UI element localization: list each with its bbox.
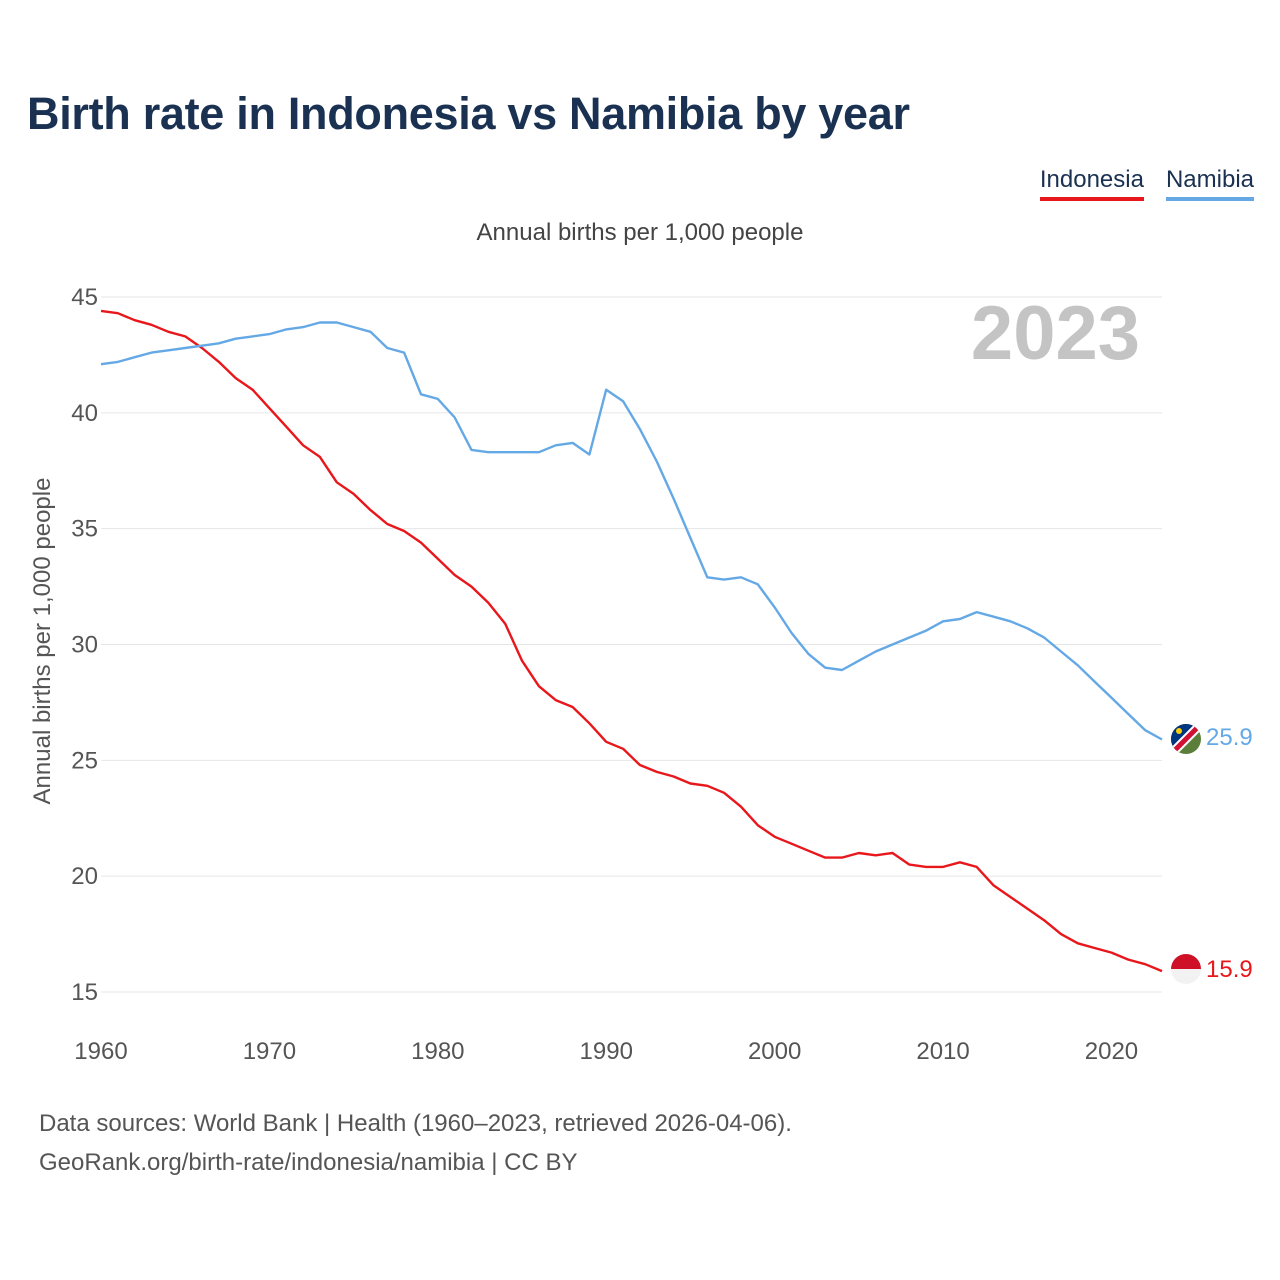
x-tick-label: 1980 <box>411 1038 464 1065</box>
x-tick-label: 2000 <box>748 1038 801 1065</box>
y-tick-label: 35 <box>71 516 98 543</box>
chart-subtitle: Annual births per 1,000 people <box>477 219 804 246</box>
y-tick-label: 40 <box>71 400 98 427</box>
footer: Data sources: World Bank | Health (1960–… <box>39 1104 792 1182</box>
grid-lines <box>101 296 1162 993</box>
series-line-indonesia <box>100 309 1163 973</box>
legend-item-indonesia[interactable]: Indonesia <box>1039 166 1144 201</box>
series-line-namibia <box>100 321 1163 741</box>
legend: Indonesia Namibia <box>1039 166 1254 201</box>
y-tick-label: 25 <box>71 747 98 774</box>
y-axis-ticks: 15 20 25 30 35 40 45 <box>71 284 98 1006</box>
y-tick-label: 45 <box>71 284 98 311</box>
footer-link[interactable]: GeoRank.org/birth-rate/indonesia/namibia… <box>39 1149 578 1176</box>
end-value-indonesia: 15.9 <box>1206 956 1253 983</box>
footer-sources: Data sources: World Bank | Health (1960–… <box>39 1110 792 1137</box>
x-axis-ticks: 1960 1970 1980 1990 2000 2010 2020 <box>74 1038 1138 1065</box>
indonesia-flag-icon <box>1171 954 1201 984</box>
legend-item-namibia[interactable]: Namibia <box>1165 166 1254 201</box>
line-chart: Annual births per 1,000 people Annual bi… <box>29 219 1253 1065</box>
x-tick-label: 1970 <box>243 1038 296 1065</box>
x-tick-label: 2010 <box>916 1038 969 1065</box>
y-axis-label: Annual births per 1,000 people <box>29 478 56 805</box>
chart-title: Birth rate in Indonesia vs Namibia by ye… <box>27 88 910 139</box>
x-tick-label: 1990 <box>580 1038 633 1065</box>
end-value-namibia: 25.9 <box>1206 724 1253 751</box>
y-tick-label: 20 <box>71 863 98 890</box>
y-tick-label: 15 <box>71 979 98 1006</box>
year-label: 2023 <box>971 291 1140 376</box>
x-tick-label: 1960 <box>74 1038 127 1065</box>
y-tick-label: 30 <box>71 632 98 659</box>
x-tick-label: 2020 <box>1085 1038 1138 1065</box>
namibia-flag-icon <box>1171 724 1201 754</box>
